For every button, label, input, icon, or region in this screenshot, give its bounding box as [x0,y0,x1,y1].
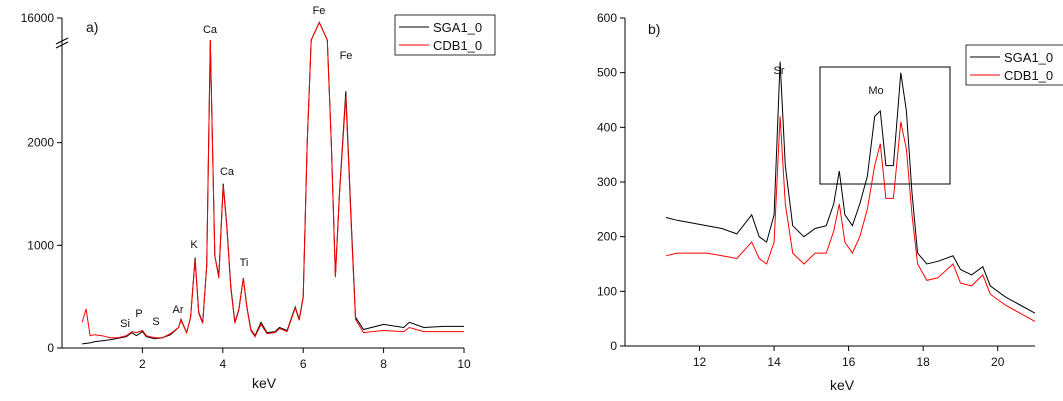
peak-label: K [190,239,198,251]
peak-label: Mo [868,85,883,97]
panel-title: b) [648,21,660,37]
legend-label: SGA1_0 [1004,50,1053,65]
legend-label: SGA1_0 [433,20,482,35]
x-tick-label: 16 [842,355,856,369]
legend-label: CDB1_0 [1004,68,1053,83]
x-tick-label: 10 [457,357,471,371]
x-axis-label: keV [830,377,855,393]
zoom-box [819,66,951,185]
peak-label: Ti [240,257,249,269]
x-tick-label: 2 [139,357,146,371]
peak-label: Ar [173,304,184,316]
spectrum-line [665,61,1036,314]
peak-label: Ca [220,166,235,178]
y-tick-label: 600 [597,11,617,25]
peak-label: S [152,316,159,328]
y-tick-label: 300 [597,175,617,189]
y-tick-label: 400 [597,120,617,134]
legend-box [965,44,1063,86]
y-tick-label: 2000 [27,136,54,150]
x-tick-label: 4 [219,357,226,371]
spectrum-line [665,116,1036,322]
y-tick-label: 200 [597,230,617,244]
peak-label: P [135,308,142,320]
y-tick-label: 16000 [21,11,55,25]
spectrum-line [82,21,464,345]
axis-break [55,37,69,45]
x-tick-label: 14 [767,355,781,369]
x-axis-label: keV [252,375,277,391]
spectrum-line [81,21,464,339]
y-tick-label: 0 [610,339,617,353]
x-tick-label: 12 [693,355,707,369]
x-tick-label: 6 [300,357,307,371]
y-tick-label: 0 [47,341,54,355]
x-tick-label: 8 [380,357,387,371]
peak-label: Fe [340,50,353,62]
peak-label: Sr [774,65,785,77]
axis-break [55,41,69,49]
x-tick-label: 20 [991,355,1005,369]
peak-label: Si [120,318,130,330]
y-tick-label: 500 [597,66,617,80]
legend-box [394,14,496,56]
legend-label: CDB1_0 [433,38,482,53]
panel-title: a) [86,19,98,35]
peak-label: Ca [203,24,218,36]
y-tick-label: 1000 [27,238,54,252]
y-tick-label: 100 [597,284,617,298]
x-tick-label: 18 [917,355,931,369]
peak-label: Fe [313,5,326,17]
